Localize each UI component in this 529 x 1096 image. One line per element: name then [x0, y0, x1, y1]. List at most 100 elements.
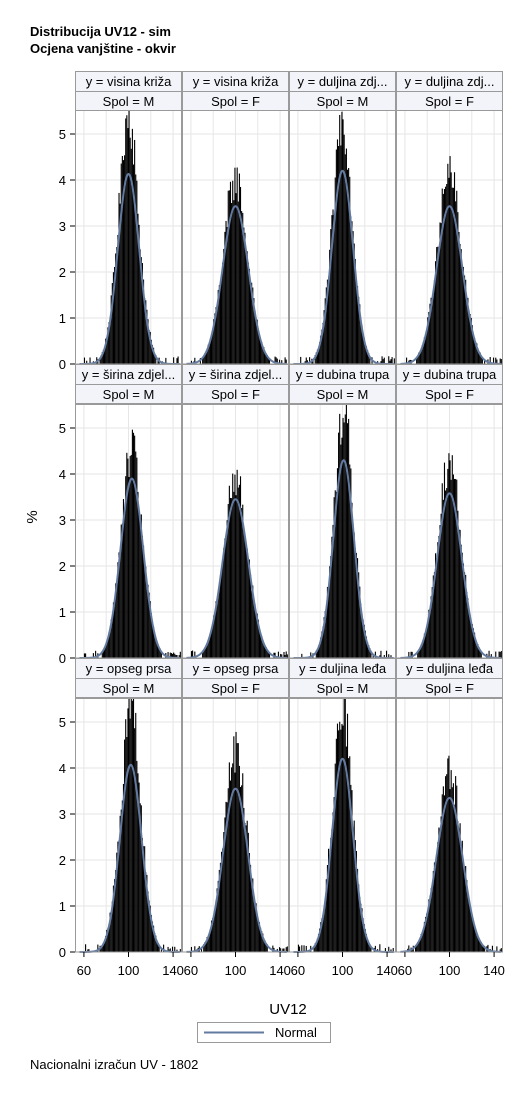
histogram-bar: [313, 946, 315, 952]
histogram-bar: [121, 523, 123, 658]
histogram-bar: [429, 609, 431, 658]
histogram-bar: [171, 946, 174, 952]
histogram-bar: [440, 513, 442, 658]
histogram-bar: [335, 149, 337, 364]
histogram-bar: [315, 650, 317, 658]
histogram-bar: [446, 184, 448, 364]
histogram-bar: [190, 651, 193, 658]
histogram-bar: [324, 298, 326, 364]
histogram-bar: [228, 190, 230, 364]
histogram-bar: [323, 905, 325, 952]
histogram-bar: [222, 560, 224, 658]
histogram-bar: [345, 405, 347, 658]
histogram-bar: [420, 934, 422, 952]
histogram-bar: [474, 337, 476, 364]
histogram-bar: [120, 163, 122, 364]
histogram-bar: [365, 934, 368, 952]
histogram-bar: [126, 737, 128, 952]
legend-normal-label: Normal: [275, 1025, 317, 1040]
histogram-bar: [276, 358, 278, 364]
histogram-bar: [367, 350, 369, 364]
histogram-bar: [475, 639, 477, 658]
histogram-bar: [416, 945, 418, 952]
histogram-bar: [225, 801, 227, 952]
histogram-bar: [257, 919, 259, 952]
histogram-bar: [174, 946, 176, 952]
histogram-bar: [446, 488, 448, 658]
histogram-bar: [322, 626, 324, 658]
histogram-bar: [475, 341, 477, 364]
histogram-bar: [495, 357, 497, 364]
histogram-bar: [87, 949, 89, 952]
panel: y = opseg prsa Spol = M: [75, 658, 182, 953]
histogram-bar: [176, 655, 178, 658]
histogram-bar: [358, 572, 360, 658]
histogram-bar: [145, 872, 147, 952]
histogram-bar: [358, 296, 360, 364]
histogram-bar: [481, 944, 483, 952]
histogram-bar: [105, 338, 107, 364]
histogram-bar: [472, 628, 475, 658]
histogram-bar: [363, 924, 365, 952]
histogram-bar: [336, 723, 339, 952]
histogram-bar: [253, 298, 255, 364]
histogram-bar: [350, 468, 352, 658]
histogram-bar: [433, 279, 436, 364]
histogram-bar: [321, 918, 323, 952]
histogram-bar: [154, 932, 156, 952]
histogram-bar: [315, 352, 317, 364]
histogram-bar: [165, 357, 167, 364]
histogram-bar: [361, 613, 363, 658]
histogram-bar: [206, 644, 208, 658]
histogram-bar: [463, 275, 466, 364]
histogram-bar: [107, 638, 109, 658]
histogram-bar: [480, 941, 482, 952]
histogram-bar: [223, 248, 225, 364]
histogram-bar: [285, 947, 287, 952]
histogram-bar: [361, 324, 363, 364]
histogram-bar: [108, 632, 110, 658]
histogram-bar: [470, 623, 472, 658]
histogram-bar: [305, 357, 307, 364]
histogram-bar: [356, 286, 359, 364]
histogram-bar: [435, 261, 437, 364]
histogram-bar: [285, 359, 287, 364]
histogram-bar: [441, 483, 443, 658]
histogram-bar: [125, 118, 127, 364]
histogram-bar: [381, 356, 383, 364]
histogram-bar: [450, 172, 452, 364]
histogram-bar: [239, 186, 242, 364]
histogram-bar: [358, 884, 360, 952]
histogram-bar: [100, 947, 102, 952]
histogram-bar: [487, 944, 489, 952]
histogram-bar: [463, 866, 466, 952]
histogram-bar: [306, 360, 308, 364]
histogram-bar: [286, 654, 288, 658]
histogram-bar: [99, 358, 101, 364]
histogram-bar: [350, 216, 352, 364]
histogram-bar: [472, 334, 475, 364]
y-tick-label: 3: [59, 513, 66, 528]
histogram-bar: [479, 352, 481, 364]
panel-header-spol-label: Spol = M: [317, 681, 369, 696]
histogram-bar: [469, 313, 471, 364]
histogram-bar: [364, 630, 366, 658]
histogram-bar: [274, 652, 276, 658]
histogram-bar: [228, 762, 230, 952]
histogram-bar: [129, 718, 131, 952]
histogram-bar: [319, 342, 321, 364]
histogram-bar: [263, 643, 265, 658]
histogram-bar: [140, 257, 142, 364]
histogram-bar: [374, 945, 376, 952]
histogram-bar: [431, 885, 433, 952]
histogram-bar: [218, 869, 220, 952]
histogram-bar: [206, 937, 208, 952]
histogram-bar: [326, 865, 329, 952]
histogram-bar: [136, 457, 138, 658]
histogram-bar: [210, 627, 213, 658]
histogram-bar: [406, 357, 408, 364]
histogram-bar: [437, 842, 439, 952]
normal-curve: [79, 477, 180, 659]
histogram-bar: [260, 635, 262, 658]
histogram-bar: [421, 643, 423, 658]
